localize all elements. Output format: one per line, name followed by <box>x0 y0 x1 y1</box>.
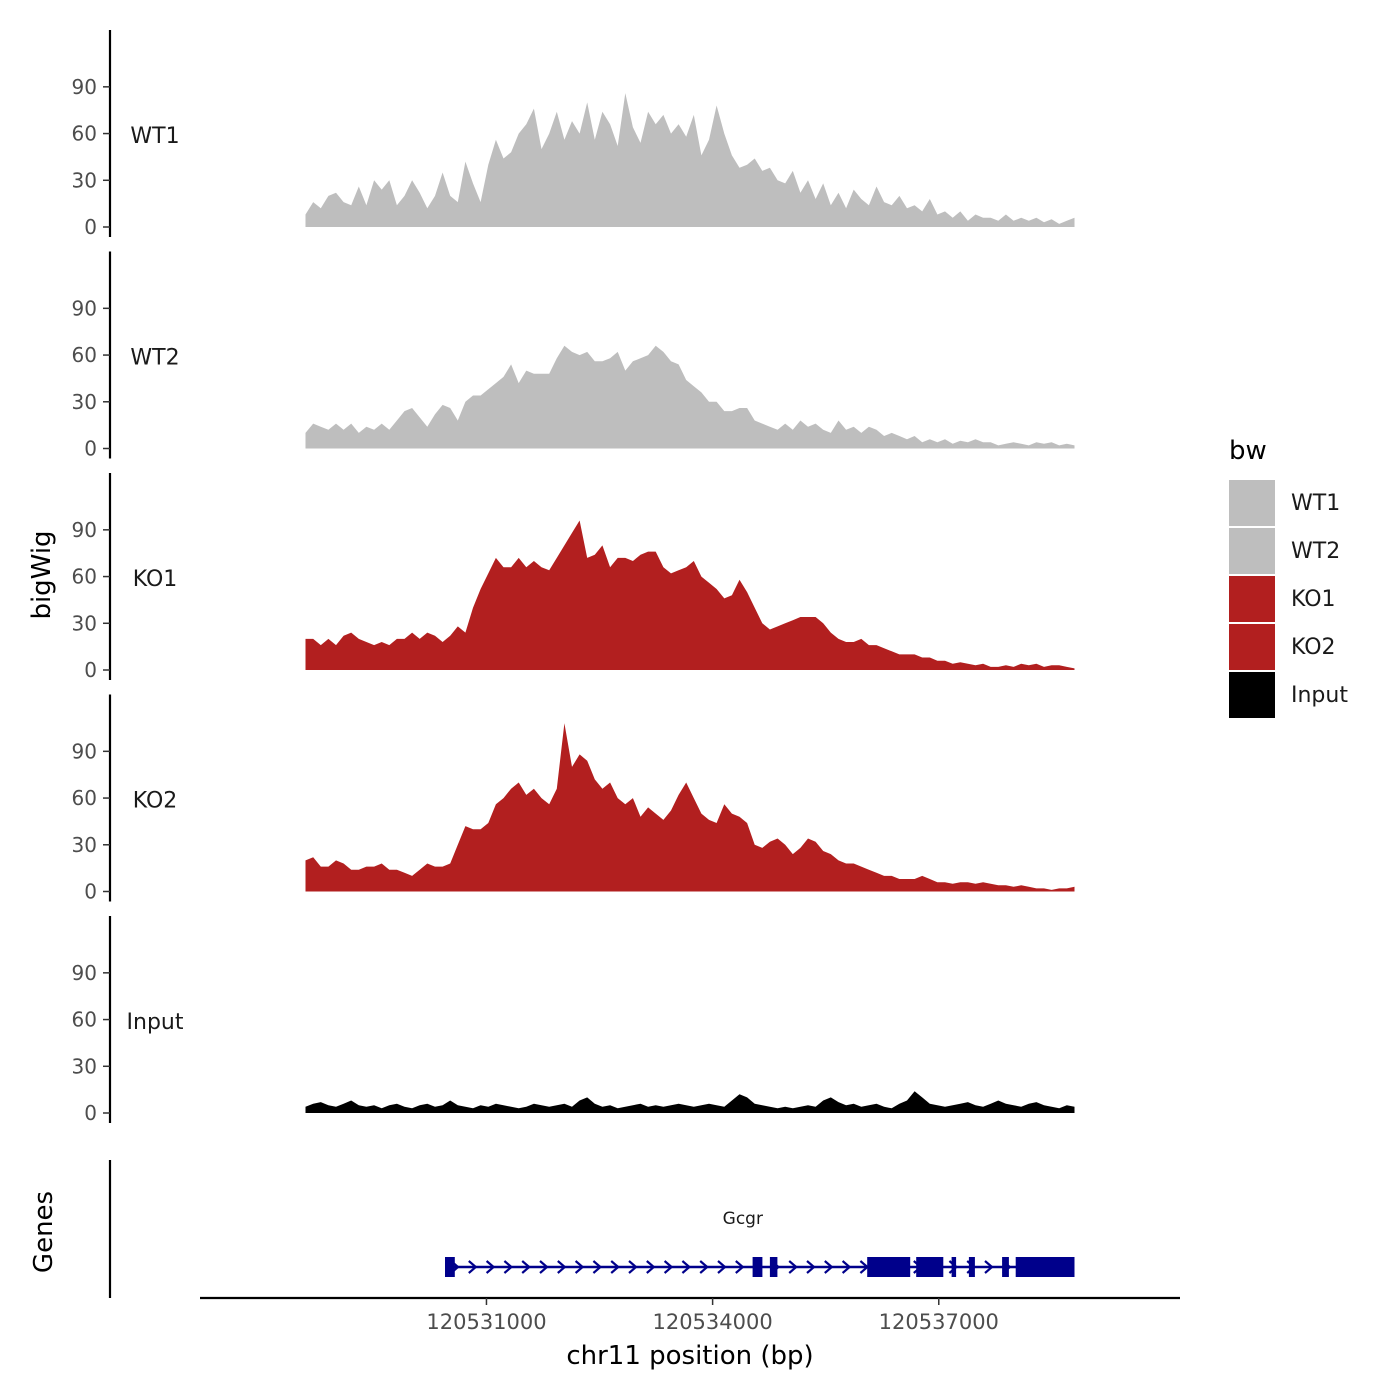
legend-label-ko2: KO2 <box>1291 635 1336 660</box>
strand-arrow-icon <box>717 1260 727 1274</box>
gene-exon <box>1002 1257 1009 1277</box>
legend-swatch-input <box>1229 672 1275 718</box>
gene-exon <box>968 1257 975 1277</box>
legend-swatch-wt2 <box>1229 528 1275 574</box>
gene-exon <box>445 1257 455 1277</box>
x-axis-title: chr11 position (bp) <box>566 1341 813 1371</box>
gene-exon <box>916 1257 944 1277</box>
y-tick-label: 90 <box>72 75 97 99</box>
y-tick-label: 60 <box>72 786 97 810</box>
y-tick-label: 0 <box>84 658 97 682</box>
y-tick-label: 0 <box>84 1101 97 1125</box>
y-tick-label: 60 <box>72 122 97 146</box>
strand-arrow-icon <box>699 1260 709 1274</box>
legend-label-wt1: WT1 <box>1291 491 1340 516</box>
y-tick-label: 60 <box>72 343 97 367</box>
track-input: 0 30 60 90 Input <box>72 916 1075 1125</box>
strand-arrow-icon <box>646 1260 656 1274</box>
legend-label-wt2: WT2 <box>1291 539 1340 564</box>
strand-arrow-icon <box>521 1260 531 1274</box>
legend-swatch-ko2 <box>1229 624 1275 670</box>
strand-arrow-icon <box>574 1260 585 1274</box>
y-tick-label: 90 <box>72 961 97 985</box>
y-tick-label: 30 <box>72 390 97 414</box>
strand-arrow-icon <box>557 1260 567 1274</box>
strand-arrow-icon <box>735 1260 745 1274</box>
track-label-wt2: WT2 <box>130 346 179 371</box>
legend-title: bw <box>1229 436 1267 466</box>
x-tick-label: 120531000 <box>426 1310 546 1334</box>
legend-swatch-wt1 <box>1229 480 1275 526</box>
track-label-ko2: KO2 <box>133 789 178 814</box>
gene-name-label: Gcgr <box>723 1209 763 1229</box>
y-tick-label: 60 <box>72 1008 97 1032</box>
signal-area-input <box>305 1091 1075 1113</box>
x-axis: 120531000 120534000 120537000 <box>200 1296 1180 1334</box>
track-label-input: Input <box>127 1010 184 1035</box>
y-tick-label: 90 <box>72 739 97 763</box>
track-label-ko1: KO1 <box>133 567 178 592</box>
signal-area-ko2 <box>305 723 1075 892</box>
gene-exon <box>867 1257 911 1277</box>
y-tick-label: 90 <box>72 296 97 320</box>
y-tick-label: 30 <box>72 611 97 635</box>
strand-arrow-icon <box>628 1260 638 1274</box>
signal-area-wt2 <box>305 345 1075 449</box>
track-wt1: 0 30 60 90 WT1 <box>72 30 1075 239</box>
x-tick-label: 120534000 <box>652 1310 772 1334</box>
y-tick-label: 60 <box>72 565 97 589</box>
strand-arrow-icon <box>503 1260 514 1274</box>
x-tick-label: 120537000 <box>879 1310 999 1334</box>
track-ko1: 0 30 60 90 KO1 <box>72 473 1075 682</box>
strand-arrow-icon <box>788 1260 798 1274</box>
gene-exon <box>1015 1257 1075 1277</box>
signal-tracks: 0 30 60 90 WT1 0 30 60 90 WT2 0 30 60 90 KO1 0 30 60 90 KO2… <box>72 30 1075 1125</box>
y-tick-label: 30 <box>72 168 97 192</box>
track-label-wt1: WT1 <box>130 124 179 149</box>
gene-exon <box>769 1257 778 1277</box>
y-tick-label: 30 <box>72 1054 97 1078</box>
y-tick-label: 30 <box>72 833 97 857</box>
track-ko2: 0 30 60 90 KO2 <box>72 694 1075 904</box>
strand-arrow-icon <box>984 1260 994 1274</box>
strand-arrow-icon <box>539 1260 549 1274</box>
y-axis-title: bigWig <box>27 530 57 619</box>
strand-arrow-icon <box>681 1260 692 1274</box>
strand-arrow-icon <box>663 1260 674 1274</box>
strand-arrow-icon <box>806 1260 816 1274</box>
gene-exon <box>752 1257 763 1277</box>
signal-area-wt1 <box>305 93 1075 227</box>
y-tick-label: 0 <box>84 215 97 239</box>
y-tick-label: 0 <box>84 880 97 904</box>
genes-axis-title: Genes <box>29 1191 59 1273</box>
gene-exon <box>951 1257 957 1277</box>
strand-arrow-icon <box>841 1260 852 1274</box>
y-tick-label: 90 <box>72 518 97 542</box>
y-tick-label: 0 <box>84 437 97 461</box>
strand-arrow-icon <box>824 1260 834 1274</box>
track-wt2: 0 30 60 90 WT2 <box>72 251 1075 461</box>
strand-arrow-icon <box>592 1260 603 1274</box>
legend: bw WT1 WT2 KO1 KO2 Input <box>1229 436 1348 718</box>
strand-arrow-icon <box>468 1260 478 1274</box>
signal-area-ko1 <box>305 520 1075 670</box>
legend-swatch-ko1 <box>1229 576 1275 622</box>
genes-panel: Gcgr <box>108 1160 1075 1298</box>
legend-label-ko1: KO1 <box>1291 587 1336 612</box>
strand-arrow-icon <box>610 1260 620 1274</box>
strand-arrow-icon <box>485 1260 496 1274</box>
legend-label-input: Input <box>1291 683 1348 708</box>
